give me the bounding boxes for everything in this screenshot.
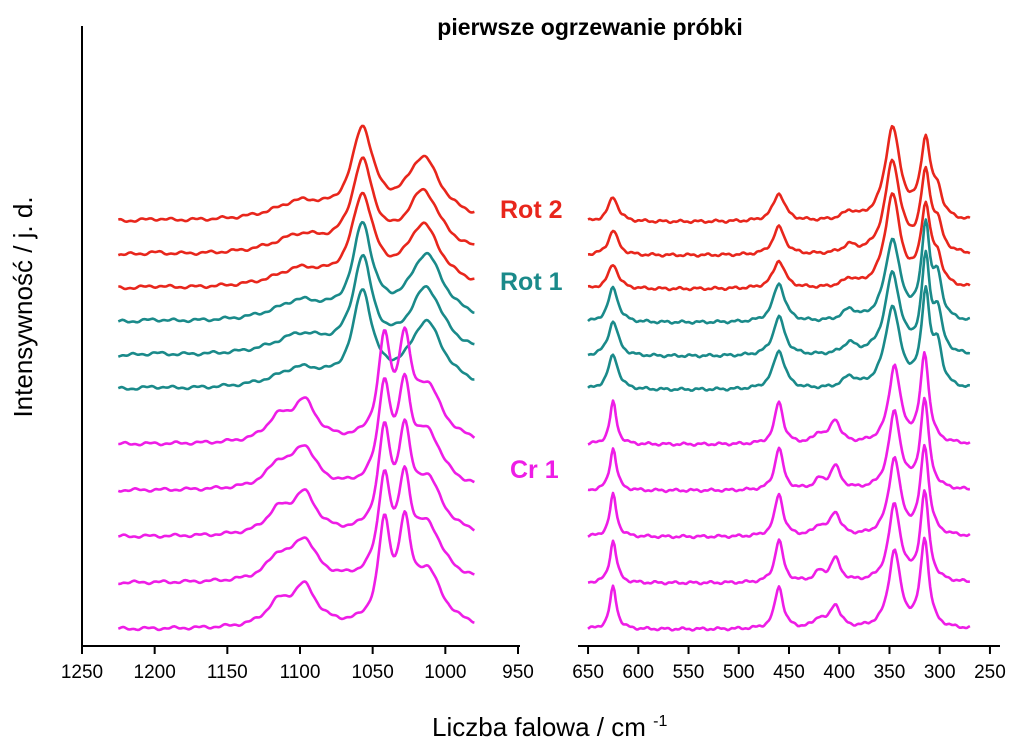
spectrum-line-rot-1 (587, 218, 971, 325)
x-tick-label: 1150 (207, 662, 248, 683)
x-tick-label: 600 (622, 662, 654, 683)
x-tick-label: 400 (823, 662, 855, 683)
x-tick-label: 500 (723, 662, 755, 683)
x-tick-label: 1000 (424, 662, 466, 683)
spectrum-line-rot-1 (587, 285, 970, 392)
x-tick-label: 350 (874, 662, 906, 683)
spectrum-line-cr-1 (118, 326, 476, 447)
curves-layer (117, 124, 971, 632)
x-axis-label: Liczba falowa / cm -1 (432, 712, 667, 742)
spectrum-line-rot-2 (117, 156, 475, 257)
legend-rot-2: Rot 2 (500, 196, 563, 224)
x-tick-label: 1200 (134, 662, 176, 683)
legend-cr-1: Cr 1 (510, 456, 559, 484)
spectrum-line-rot-1 (117, 288, 475, 391)
x-tick-label: 950 (502, 662, 534, 683)
x-tick-label: 250 (974, 662, 1006, 683)
spectrum-line-cr-1 (118, 418, 475, 539)
spectrum-line-cr-1 (117, 372, 475, 493)
x-tick-label: 300 (924, 662, 956, 683)
y-axis-label: Intensywność / j. d. (8, 196, 38, 417)
spectrum-line-cr-1 (587, 489, 971, 586)
spectrum-line-rot-1 (117, 253, 475, 358)
ticks-layer: 1250 1200 1150 1100 1050 1000 950 650 600 550 500 4… (61, 646, 1006, 683)
spectrum-line-cr-1 (587, 443, 971, 540)
chart-title: pierwsze ogrzewanie próbki (437, 14, 742, 40)
spectrum-line-rot-2 (587, 158, 971, 258)
spectrum-line-cr-1 (587, 351, 971, 447)
x-axis-label-main: Liczba falowa / cm (432, 712, 646, 742)
x-tick-label: 1250 (61, 662, 103, 683)
plot-axes (81, 26, 1000, 647)
spectrum-line-cr-1 (118, 465, 475, 586)
x-tick-label: 550 (673, 662, 705, 683)
spectrum-line-rot-2 (587, 192, 971, 292)
x-axis-label-superscript: -1 (653, 713, 667, 730)
spectrum-line-rot-2 (587, 124, 971, 225)
spectrum-line-cr-1 (587, 536, 971, 632)
x-tick-label: 450 (773, 662, 805, 683)
x-tick-label: 650 (572, 662, 604, 683)
spectrum-line-cr-1 (117, 510, 475, 632)
spectrum-line-rot-1 (587, 249, 971, 359)
legend-rot-1: Rot 1 (500, 268, 563, 296)
spectrum-line-cr-1 (587, 396, 971, 494)
spectrum-line-rot-1 (117, 220, 475, 324)
spectrum-line-rot-2 (118, 191, 475, 291)
x-tick-label: 1050 (352, 662, 394, 683)
spectrum-line-rot-2 (117, 124, 475, 223)
x-tick-label: 1100 (280, 662, 321, 683)
